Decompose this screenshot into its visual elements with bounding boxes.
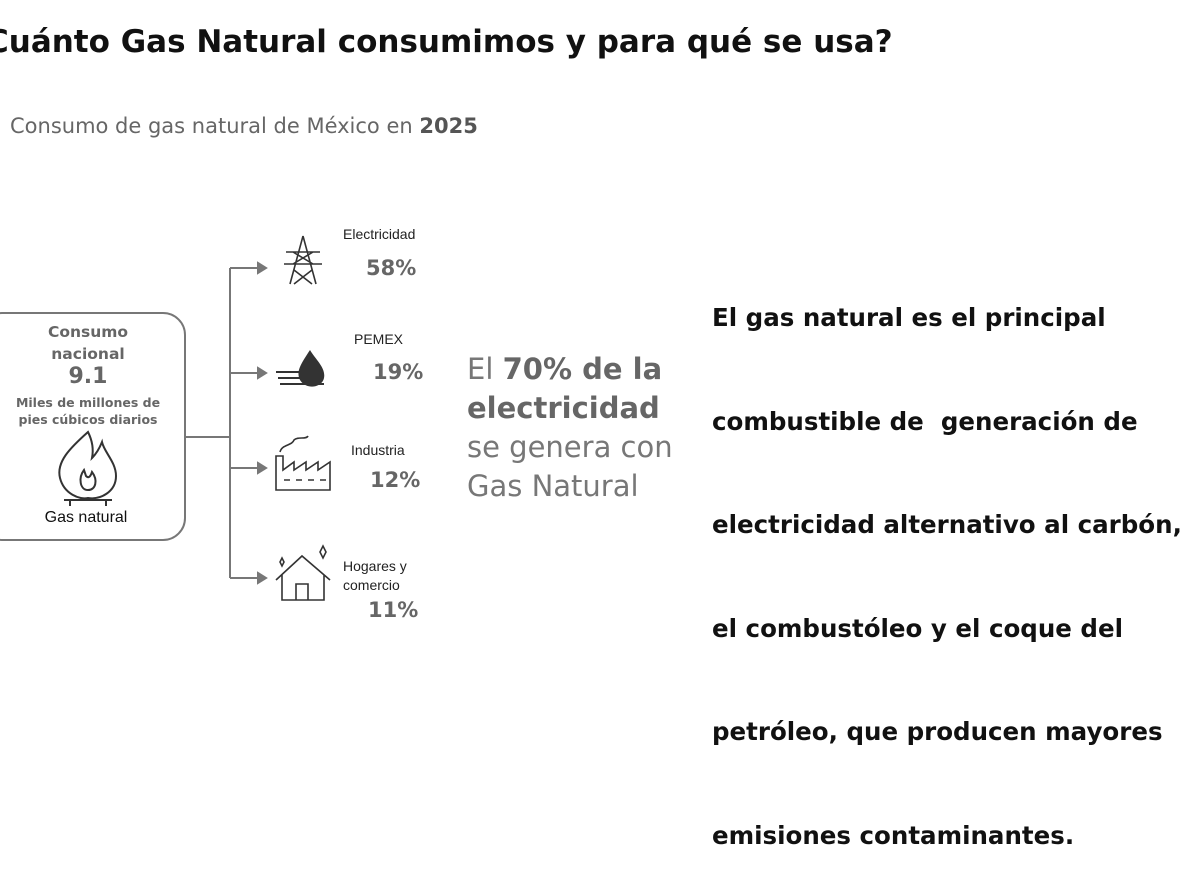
connectors — [185, 261, 268, 585]
highlight-text: El 70% de la electricidad se genera con Gas… — [467, 350, 673, 506]
diagram-graphics — [0, 235, 331, 601]
text-line: electricidad alternativo al carbón, — [712, 510, 1182, 539]
use-label: Electricidad — [343, 226, 416, 242]
use-share: 11% — [368, 598, 419, 622]
use-share: 12% — [370, 468, 421, 492]
use-label: Hogares y comercio — [343, 558, 407, 593]
box-caption: Gas natural — [44, 509, 128, 526]
text: se genera con — [467, 430, 673, 464]
title: Cuánto Gas Natural consumimos y para qué… — [0, 24, 893, 60]
text: El — [467, 352, 503, 386]
explanation: El gas natural es el principal combustib… — [712, 232, 1182, 888]
icon-flame — [58, 430, 118, 506]
highlight: electricidad — [467, 391, 660, 425]
icon-tower — [284, 235, 322, 285]
source-box — [0, 312, 186, 541]
icon-house — [275, 544, 331, 601]
subtitle-text: Consumo de gas natural de México en — [10, 114, 420, 138]
text-line: combustible de generación de — [712, 406, 1138, 436]
use-label: Industria — [351, 442, 405, 458]
icon-factory — [275, 435, 331, 491]
text-line: el combustóleo y el coque del — [712, 613, 1123, 643]
text-line: emisiones contaminantes. — [712, 820, 1075, 850]
text: Gas Natural — [467, 469, 639, 503]
box-label: Consumo nacional — [47, 323, 129, 363]
text-line: petróleo, que producen mayores — [712, 717, 1163, 746]
highlight: 70% de la — [502, 352, 663, 386]
use-label: PEMEX — [354, 331, 404, 347]
subtitle-year: 2025 — [419, 114, 478, 138]
page: Cuánto Gas Natural consumimos y para qué… — [0, 24, 1182, 850]
text-line: El gas natural es el principal — [712, 303, 1106, 332]
subtitle: Consumo de gas natural de México en 2025 — [10, 114, 478, 138]
box-unit: Miles de millones de pies cúbicos diario… — [15, 395, 161, 427]
icon-pemex — [276, 350, 325, 387]
use-share: 58% — [366, 256, 417, 280]
use-share: 19% — [373, 360, 424, 384]
box-value: 9.1 — [68, 364, 108, 389]
